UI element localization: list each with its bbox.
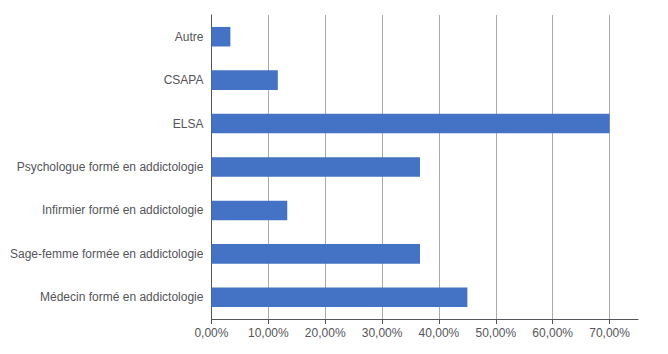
svg-text:Médecin formé en addictologie: Médecin formé en addictologie [40, 290, 204, 304]
svg-text:30,00%: 30,00% [362, 326, 403, 340]
svg-text:0,00%: 0,00% [194, 326, 228, 340]
svg-text:Infirmier formé en addictologi: Infirmier formé en addictologie [42, 203, 204, 217]
svg-text:20,00%: 20,00% [305, 326, 346, 340]
svg-text:Psychologue formé en addictolo: Psychologue formé en addictologie [17, 160, 204, 174]
svg-text:50,00%: 50,00% [475, 326, 516, 340]
svg-text:10,00%: 10,00% [248, 326, 289, 340]
svg-text:70,00%: 70,00% [589, 326, 630, 340]
svg-text:ELSA: ELSA [173, 117, 204, 131]
svg-text:Sage-femme formée en addictolo: Sage-femme formée en addictologie [10, 247, 204, 261]
svg-text:CSAPA: CSAPA [164, 73, 204, 87]
svg-text:Autre: Autre [175, 30, 204, 44]
svg-text:60,00%: 60,00% [532, 326, 573, 340]
svg-text:40,00%: 40,00% [419, 326, 460, 340]
